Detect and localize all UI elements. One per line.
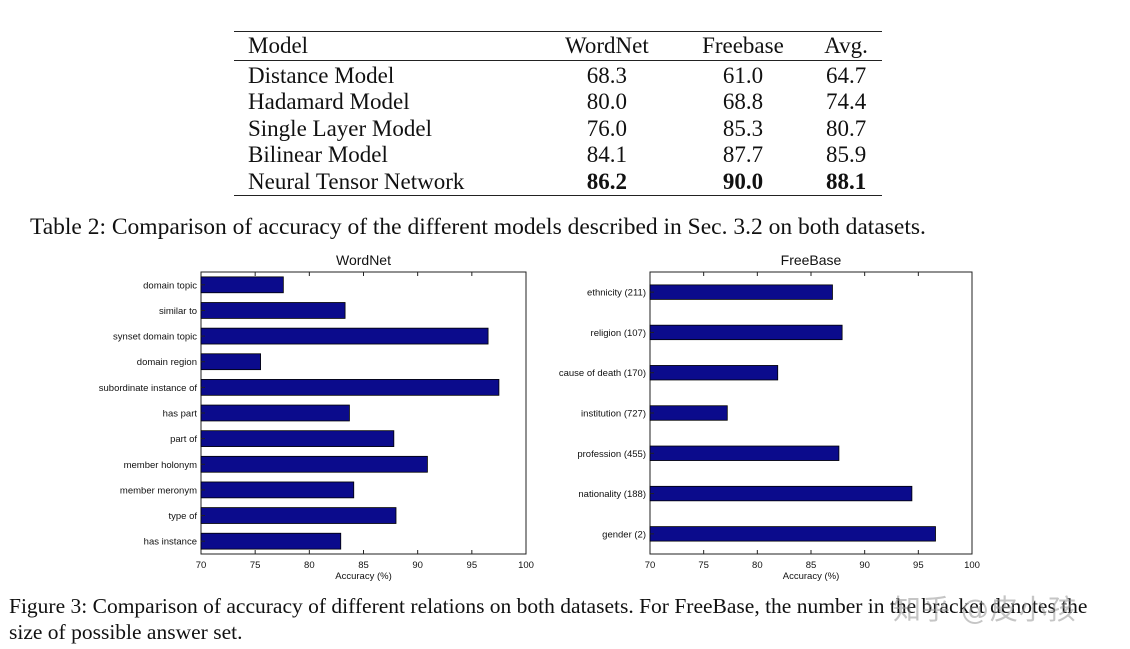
x-tick-label: 100 [518, 560, 534, 571]
y-tick-label: religion (107) [591, 328, 646, 339]
bar [200, 302, 346, 319]
x-tick-label: 75 [250, 560, 261, 571]
row-model-name: Bilinear Model [248, 142, 388, 167]
table-header-row: Model WordNet Freebase Avg. [234, 31, 882, 60]
row-wordnet-value: 84.1 [586, 142, 627, 167]
bar [200, 507, 397, 524]
x-tick-label: 85 [358, 560, 369, 571]
x-tick-label: 80 [752, 560, 763, 571]
x-tick-label: 100 [964, 560, 980, 571]
bar [200, 353, 261, 371]
x-tick-label: 70 [196, 560, 207, 571]
row-model-name: Hadamard Model [248, 89, 410, 114]
row-freebase-value: 87.7 [722, 142, 764, 167]
wordnet-chart: WordNet domain topic similar to synset doma… [99, 252, 534, 582]
row-freebase-value: 68.8 [722, 89, 764, 114]
row-avg-value: 64.7 [825, 62, 867, 88]
bar [200, 532, 342, 550]
y-tick-label: institution (727) [581, 409, 646, 420]
row-model-name: Distance Model [248, 62, 395, 88]
header-model: Model [248, 33, 309, 58]
y-tick-label: part of [170, 434, 197, 445]
table-row: Bilinear Model 84.1 87.7 85.9 [234, 142, 882, 169]
freebase-chart: FreeBase ethnicity (211) religion (107) cau… [559, 252, 980, 582]
results-table: Model WordNet Freebase Avg. Distance Mod… [234, 31, 882, 196]
y-tick-label: has instance [144, 537, 197, 548]
row-avg-value: 74.4 [825, 89, 867, 114]
x-axis-label: Accuracy (%) [335, 571, 391, 582]
y-tick-label: profession (455) [577, 449, 646, 460]
bar [200, 455, 428, 473]
row-model-name: Neural Tensor Network [248, 168, 465, 194]
row-freebase-value: 85.3 [722, 115, 764, 141]
bar [649, 485, 913, 502]
row-avg-value: 88.1 [825, 168, 867, 194]
y-tick-label: subordinate instance of [99, 383, 198, 394]
bar [200, 379, 500, 396]
x-tick-label: 80 [304, 560, 315, 571]
figure-caption: Figure 3: Comparison of accuracy of diff… [9, 594, 1088, 644]
bar [649, 405, 728, 421]
row-avg-value: 85.9 [825, 142, 867, 167]
x-tick-label: 90 [412, 560, 423, 571]
bar [649, 324, 843, 341]
row-freebase-value: 61.0 [722, 62, 764, 88]
bar [200, 481, 355, 499]
y-tick-label: similar to [159, 306, 197, 317]
watermark: 知乎 @皮小孩 [893, 593, 1077, 626]
row-wordnet-value: 76.0 [586, 115, 627, 141]
y-tick-label: synset domain topic [113, 332, 197, 343]
bar [649, 445, 840, 461]
row-wordnet-value: 86.2 [586, 168, 627, 194]
y-tick-label: gender (2) [602, 529, 646, 540]
y-tick-label: member meronym [120, 485, 197, 496]
y-tick-label: has part [163, 409, 198, 420]
row-freebase-value: 90.0 [722, 168, 764, 194]
x-tick-label: 75 [698, 560, 709, 571]
y-tick-label: domain region [137, 357, 197, 368]
x-axis-label: Accuracy (%) [783, 571, 839, 582]
y-tick-label: type of [168, 511, 197, 522]
row-wordnet-value: 80.0 [586, 89, 627, 114]
bar [649, 526, 936, 542]
y-tick-label: member holonym [124, 460, 197, 471]
header-wordnet: WordNet [564, 33, 649, 58]
row-model-name: Single Layer Model [248, 115, 432, 141]
table-row: Single Layer Model 76.0 85.3 80.7 [234, 116, 882, 143]
table-row: Hadamard Model 80.0 68.8 74.4 [234, 89, 882, 116]
y-tick-label: nationality (188) [578, 489, 646, 500]
bar [200, 430, 395, 447]
table-row: Neural Tensor Network 86.2 90.0 88.1 [234, 169, 882, 196]
x-tick-label: 90 [859, 560, 870, 571]
y-tick-label: cause of death (170) [559, 368, 646, 379]
row-wordnet-value: 68.3 [586, 62, 627, 88]
bar [200, 404, 350, 422]
x-tick-label: 70 [645, 560, 656, 571]
chart-title: WordNet [336, 252, 391, 268]
table-row: Distance Model 68.3 61.0 64.7 [234, 60, 882, 89]
header-avg: Avg. [824, 33, 868, 58]
header-freebase: Freebase [702, 33, 784, 58]
y-tick-label: domain topic [143, 280, 197, 291]
bar [649, 365, 779, 381]
y-tick-label: ethnicity (211) [587, 288, 646, 299]
bar [200, 327, 489, 345]
table-caption: Table 2: Comparison of accuracy of the d… [30, 214, 926, 240]
x-tick-label: 85 [806, 560, 817, 571]
bar [649, 284, 833, 300]
x-tick-label: 95 [913, 560, 924, 571]
chart-title: FreeBase [781, 252, 842, 268]
bar [200, 276, 284, 294]
row-avg-value: 80.7 [825, 115, 867, 141]
x-tick-label: 95 [467, 560, 478, 571]
